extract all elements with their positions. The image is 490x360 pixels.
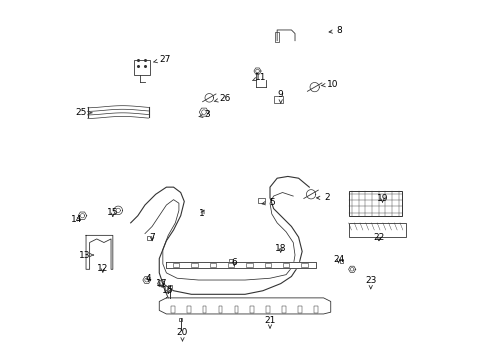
Text: 26: 26	[214, 94, 231, 103]
Text: 25: 25	[75, 108, 92, 117]
Bar	[171, 306, 174, 313]
Text: 13: 13	[79, 251, 94, 260]
Text: 10: 10	[321, 80, 338, 89]
Text: 11: 11	[252, 73, 267, 82]
Text: 5: 5	[262, 198, 275, 207]
Text: 24: 24	[333, 255, 344, 264]
Text: 17: 17	[156, 279, 168, 288]
Bar	[282, 306, 286, 313]
Bar	[348, 191, 402, 216]
Text: 15: 15	[107, 208, 119, 217]
Text: 22: 22	[373, 233, 385, 242]
Text: 6: 6	[231, 258, 237, 267]
Bar	[266, 306, 270, 313]
Bar	[219, 306, 222, 313]
Bar	[228, 263, 234, 267]
Text: 4: 4	[146, 274, 151, 283]
Bar	[173, 263, 179, 267]
Bar	[246, 263, 253, 267]
Bar	[275, 32, 279, 42]
Text: 1: 1	[199, 210, 205, 219]
Polygon shape	[167, 262, 317, 267]
Text: 18: 18	[275, 244, 287, 253]
Text: 2: 2	[317, 193, 330, 202]
Bar	[314, 306, 318, 313]
Text: 20: 20	[177, 328, 188, 341]
Text: 3: 3	[199, 111, 210, 120]
Bar	[250, 306, 254, 313]
Bar	[134, 60, 150, 75]
Bar	[168, 285, 172, 288]
Text: 21: 21	[264, 315, 276, 328]
Bar	[283, 263, 290, 267]
Bar	[298, 306, 302, 313]
Bar	[340, 258, 343, 263]
Polygon shape	[86, 235, 113, 269]
Text: 8: 8	[329, 26, 343, 35]
Bar	[229, 258, 233, 263]
Polygon shape	[159, 298, 331, 314]
Text: 9: 9	[278, 90, 284, 103]
Text: 12: 12	[97, 264, 108, 273]
Bar	[147, 236, 151, 240]
Text: 7: 7	[149, 233, 155, 242]
Bar	[265, 263, 271, 267]
Bar	[235, 306, 238, 313]
Bar	[258, 198, 265, 203]
Text: 23: 23	[365, 276, 376, 289]
Bar	[187, 306, 191, 313]
Text: 27: 27	[153, 55, 171, 64]
Text: 19: 19	[377, 194, 388, 203]
Bar	[203, 306, 206, 313]
Bar	[191, 263, 197, 267]
Bar	[273, 96, 283, 103]
Bar	[179, 318, 182, 321]
Bar	[348, 223, 406, 237]
Bar	[301, 263, 308, 267]
Bar	[210, 263, 216, 267]
Text: 16: 16	[163, 285, 174, 294]
Text: 14: 14	[72, 215, 83, 224]
